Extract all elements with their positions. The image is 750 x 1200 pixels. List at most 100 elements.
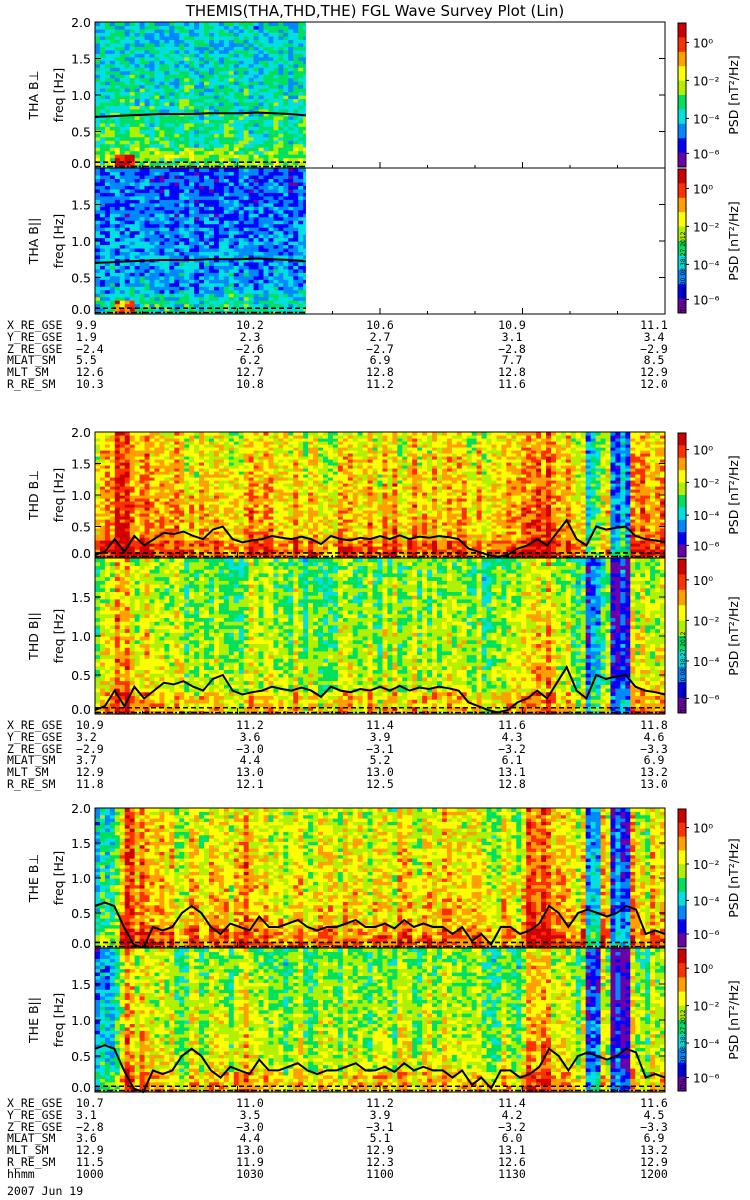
spectrogram-cell — [254, 234, 260, 238]
spectrogram-cell — [135, 98, 141, 102]
spectrogram-cell — [254, 67, 260, 71]
spectrogram-cell — [214, 269, 220, 273]
spectrogram-cell — [214, 67, 220, 71]
spectrogram-cell — [303, 32, 306, 36]
spectrogram-cell — [179, 224, 185, 228]
spectrogram-cell — [154, 217, 160, 221]
spectrogram-cell — [194, 126, 200, 130]
spectrogram-cell — [184, 283, 190, 287]
spectrogram-cell — [110, 105, 116, 109]
spectrogram-cell — [229, 238, 235, 242]
spectrogram-cell — [120, 71, 126, 75]
spectrogram-cell — [224, 262, 230, 266]
spectrogram-cell — [130, 53, 136, 57]
spectrogram-cell — [174, 276, 180, 280]
spectrogram-cell — [264, 238, 270, 242]
spectrogram-cell — [239, 133, 245, 137]
spectrogram-cell — [145, 206, 151, 210]
spectrogram-cell — [214, 144, 220, 148]
spectrogram-cell — [115, 251, 121, 255]
spectrogram-cell — [234, 182, 240, 186]
spectrogram-cell — [288, 71, 294, 75]
spectrogram-cell — [288, 126, 294, 130]
spectrogram-cell — [268, 182, 274, 186]
spectrogram-cell — [140, 81, 146, 85]
spectrogram-cell — [273, 43, 279, 47]
spectrogram-cell — [174, 293, 180, 297]
spectrogram-cell — [268, 283, 274, 287]
spectrogram-cell — [105, 67, 111, 71]
spectrogram-cell — [150, 304, 156, 308]
spectrogram-cell — [293, 182, 299, 186]
spectrogram-cell — [298, 67, 304, 71]
spectrogram-cell — [100, 224, 106, 228]
spectrogram-cell — [110, 213, 116, 217]
spectrogram-cell — [283, 231, 289, 235]
spectrogram-cell — [135, 151, 141, 155]
spectrogram-cell — [288, 192, 294, 196]
spectrogram-cell — [150, 234, 156, 238]
spectrogram-cell — [179, 81, 185, 85]
spectrogram-cell — [244, 178, 250, 182]
spectrogram-cell — [164, 88, 170, 92]
spectrogram-cell — [145, 81, 151, 85]
spectrogram-cell — [234, 290, 240, 294]
spectrogram-cell — [179, 244, 185, 248]
spectrogram-cell — [298, 182, 304, 186]
spectrogram-cell — [239, 206, 245, 210]
spectrogram-cell — [150, 43, 156, 47]
spectrogram-cell — [204, 220, 210, 224]
spectrogram-cell — [278, 95, 284, 99]
spectrogram-cell — [204, 238, 210, 242]
spectrogram-cell — [145, 50, 151, 54]
spectrogram-cell — [244, 119, 250, 123]
spectrogram-cell — [154, 189, 160, 193]
spectrogram-cell — [184, 203, 190, 207]
spectrogram-cell — [169, 272, 175, 276]
spectrogram-cell — [159, 213, 165, 217]
spectrogram-cell — [214, 304, 220, 308]
spectrogram-cell — [268, 248, 274, 252]
spectrogram-cell — [105, 189, 111, 193]
spectrogram-cell — [154, 95, 160, 99]
spectrogram-cell — [105, 269, 111, 273]
spectrogram-cell — [179, 46, 185, 50]
spectrogram-cell — [95, 67, 101, 71]
spectrogram-cell — [189, 29, 195, 33]
spectrogram-cell — [254, 154, 260, 158]
spectrogram-cell — [115, 92, 121, 96]
spectrogram-cell — [159, 105, 165, 109]
y-tick-label: 2.0 — [71, 15, 91, 30]
spectrogram-cell — [224, 251, 230, 255]
spectrogram-cell — [273, 57, 279, 61]
spectrogram-cell — [239, 231, 245, 235]
spectrogram-cell — [174, 130, 180, 134]
spectrogram-cell — [264, 203, 270, 207]
spectrogram-cell — [140, 283, 146, 287]
spectrogram-cell — [130, 217, 136, 221]
spectrogram-cell — [105, 130, 111, 134]
spectrogram-cell — [194, 81, 200, 85]
spectrogram-cell — [95, 123, 101, 127]
spectrogram-cell — [125, 71, 131, 75]
spectrogram-cell — [283, 189, 289, 193]
spectrogram-cell — [293, 276, 299, 280]
spectrogram-cell — [159, 203, 165, 207]
spectrogram-cell — [244, 98, 250, 102]
spectrogram-cell — [303, 133, 306, 137]
spectrogram-cell — [120, 57, 126, 61]
spectrogram-cell — [135, 175, 141, 179]
spectrogram-cell — [145, 279, 151, 283]
spectrogram-cell — [303, 210, 306, 214]
spectrogram-cell — [194, 137, 200, 141]
spectrogram-cell — [189, 154, 195, 158]
spectrogram-cell — [268, 241, 274, 245]
spectrogram-cell — [145, 25, 151, 29]
spectrogram-cell — [204, 182, 210, 186]
spectrogram-cell — [273, 272, 279, 276]
spectrogram-cell — [110, 57, 116, 61]
spectrogram-cell — [179, 248, 185, 252]
spectrogram-cell — [120, 244, 126, 248]
spectrogram-cell — [209, 265, 215, 269]
spectrogram-cell — [268, 151, 274, 155]
